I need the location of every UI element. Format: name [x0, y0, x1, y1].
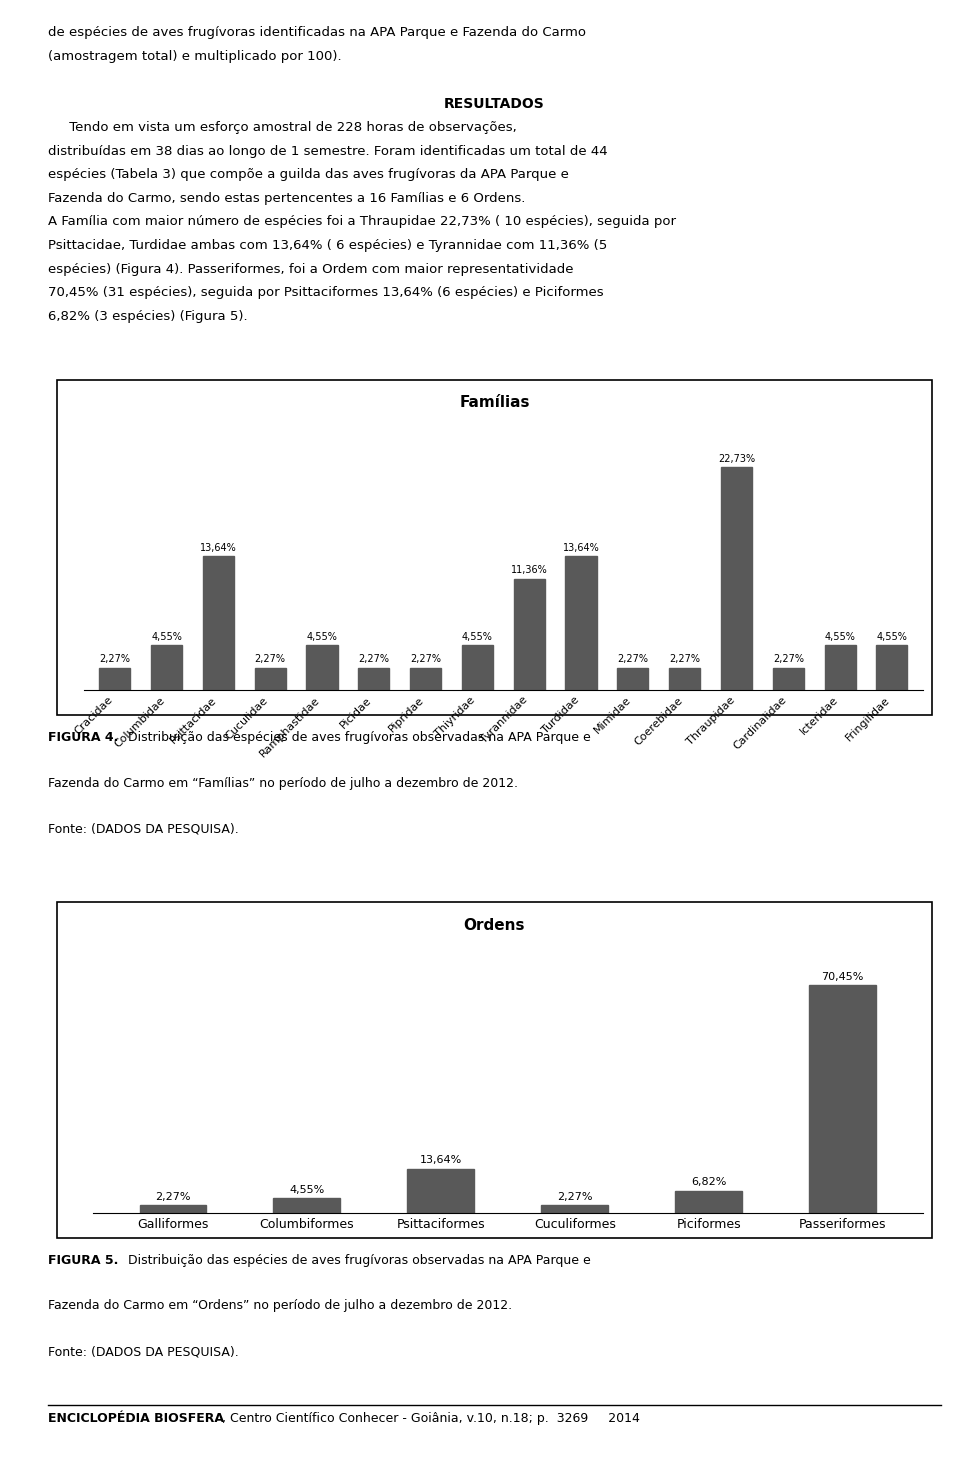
Text: Distribuição das espécies de aves frugívoras observadas na APA Parque e: Distribuição das espécies de aves frugív…	[124, 731, 590, 744]
Text: espécies (Tabela 3) que compõe a guilda das aves frugívoras da APA Parque e: espécies (Tabela 3) que compõe a guilda …	[48, 168, 569, 182]
Text: FIGURA 4.: FIGURA 4.	[48, 731, 118, 744]
Text: 70,45% (31 espécies), seguida por Psittaciformes 13,64% (6 espécies) e Piciforme: 70,45% (31 espécies), seguida por Psitta…	[48, 287, 604, 299]
Text: Famílias: Famílias	[459, 395, 530, 410]
Text: Fazenda do Carmo em “Famílias” no período de julho a dezembro de 2012.: Fazenda do Carmo em “Famílias” no períod…	[48, 776, 518, 789]
Text: FIGURA 5.: FIGURA 5.	[48, 1253, 118, 1266]
FancyBboxPatch shape	[57, 379, 932, 716]
Text: de espécies de aves frugívoras identificadas na APA Parque e Fazenda do Carmo: de espécies de aves frugívoras identific…	[48, 26, 586, 40]
Text: , Centro Científico Conhecer - Goiânia, v.10, n.18; p.  3269     2014: , Centro Científico Conhecer - Goiânia, …	[222, 1411, 640, 1424]
Text: Ordens: Ordens	[464, 918, 525, 933]
Text: ENCICLOPÉDIA BIOSFERA: ENCICLOPÉDIA BIOSFERA	[48, 1411, 224, 1424]
Text: A Família com maior número de espécies foi a Thraupidae 22,73% ( 10 espécies), s: A Família com maior número de espécies f…	[48, 215, 676, 228]
Text: espécies) (Figura 4). Passeriformes, foi a Ordem com maior representatividade: espécies) (Figura 4). Passeriformes, foi…	[48, 262, 573, 275]
Text: RESULTADOS: RESULTADOS	[444, 97, 544, 111]
Text: distribuídas em 38 dias ao longo de 1 semestre. Foram identificadas um total de : distribuídas em 38 dias ao longo de 1 se…	[48, 145, 608, 158]
Text: (amostragem total) e multiplicado por 100).: (amostragem total) e multiplicado por 10…	[48, 50, 342, 63]
Text: Distribuição das espécies de aves frugívoras observadas na APA Parque e: Distribuição das espécies de aves frugív…	[124, 1253, 590, 1266]
Text: Fazenda do Carmo, sendo estas pertencentes a 16 Famílias e 6 Ordens.: Fazenda do Carmo, sendo estas pertencent…	[48, 192, 525, 205]
Text: Fonte: (DADOS DA PESQUISA).: Fonte: (DADOS DA PESQUISA).	[48, 823, 239, 836]
Text: Fonte: (DADOS DA PESQUISA).: Fonte: (DADOS DA PESQUISA).	[48, 1345, 239, 1359]
Text: Tendo em vista um esforço amostral de 228 horas de observações,: Tendo em vista um esforço amostral de 22…	[48, 122, 516, 133]
FancyBboxPatch shape	[57, 902, 932, 1239]
Text: Fazenda do Carmo em “Ordens” no período de julho a dezembro de 2012.: Fazenda do Carmo em “Ordens” no período …	[48, 1300, 512, 1312]
Text: Psittacidae, Turdidae ambas com 13,64% ( 6 espécies) e Tyrannidae com 11,36% (5: Psittacidae, Turdidae ambas com 13,64% (…	[48, 239, 608, 252]
Text: 6,82% (3 espécies) (Figura 5).: 6,82% (3 espécies) (Figura 5).	[48, 310, 248, 324]
